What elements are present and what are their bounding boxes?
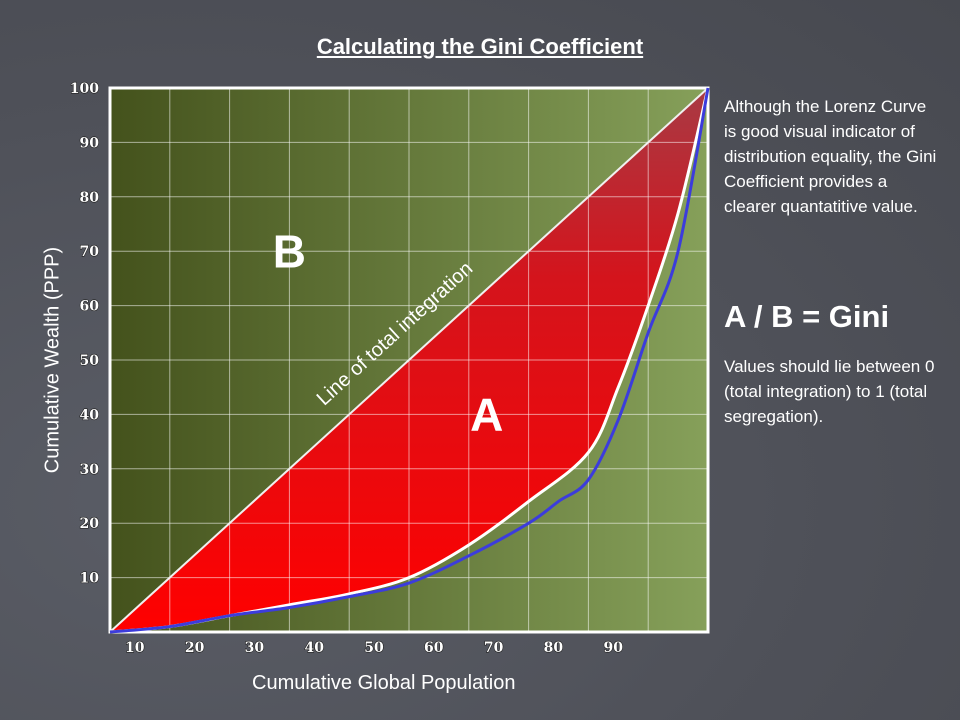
x-tick-label: 20 — [185, 640, 205, 656]
slide-title: Calculating the Gini Coefficient — [316, 34, 644, 59]
y-tick-label: 60 — [80, 299, 100, 315]
x-tick-label: 90 — [603, 640, 623, 656]
x-tick-label: 30 — [245, 640, 265, 656]
y-tick-label: 40 — [80, 407, 100, 423]
region-b-label: B — [273, 226, 306, 278]
y-tick-label: 50 — [80, 353, 100, 369]
y-tick-label: 30 — [80, 462, 100, 478]
region-a-label: A — [470, 389, 503, 441]
equality-line — [109, 87, 709, 633]
x-axis-label: Cumulative Global Population — [252, 672, 516, 694]
description-text: Although the Lorenz Curve is good visual… — [724, 97, 937, 216]
y-tick-label: 80 — [80, 190, 100, 206]
y-tick-label: 100 — [70, 81, 99, 97]
x-tick-label: 40 — [304, 640, 324, 656]
y-tick-label: 70 — [80, 244, 100, 260]
blue-curve — [109, 87, 710, 634]
range-note: Values should lie between 0 (total integ… — [724, 357, 935, 426]
plot-border — [108, 86, 710, 634]
y-tick-label: 90 — [80, 135, 100, 151]
x-tick-label: 70 — [484, 640, 504, 656]
y-tick-label: 20 — [80, 516, 100, 532]
x-tick-label: 60 — [424, 640, 444, 656]
y-tick-label: 10 — [80, 571, 100, 587]
x-tick-label: 50 — [364, 640, 384, 656]
x-tick-label: 10 — [125, 640, 145, 656]
x-tick-label: 80 — [544, 640, 564, 656]
y-axis-label: Cumulative Wealth (PPP) — [41, 246, 64, 474]
gini-formula: A / B = Gini — [724, 299, 890, 334]
